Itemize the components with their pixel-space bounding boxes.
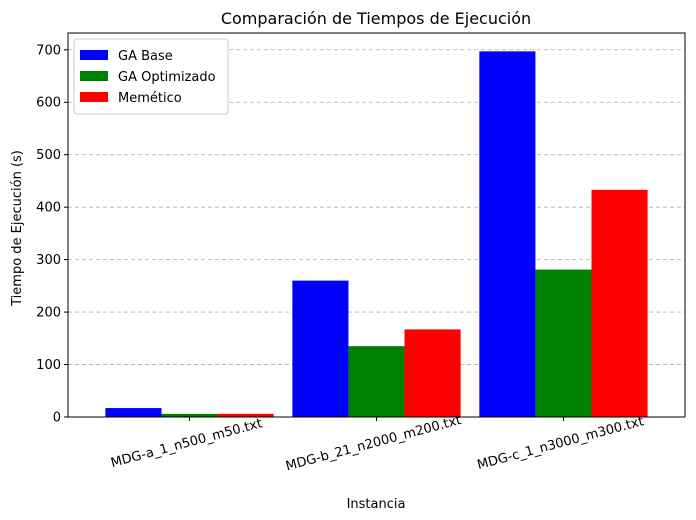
y-tick-label: 700 <box>36 43 61 58</box>
legend-swatch <box>80 50 108 60</box>
y-axis-title: Tiempo de Ejecución (s) <box>10 150 25 307</box>
legend-swatch <box>80 71 108 81</box>
bar-ga-optimizado-2 <box>535 269 592 417</box>
y-tick-label: 500 <box>36 148 61 163</box>
bars-group <box>105 51 648 417</box>
legend-label: Memético <box>118 91 182 106</box>
legend-label: GA Optimizado <box>118 70 216 85</box>
legend-swatch <box>80 92 108 102</box>
bar-mem-tico-1 <box>404 329 461 417</box>
x-tick-label: MDG-a_1_n500_m50.txt <box>109 416 264 471</box>
bar-ga-base-1 <box>292 280 349 417</box>
x-tick-label: MDG-b_21_n2000_m200.txt <box>284 413 463 474</box>
y-tick-label: 100 <box>36 358 61 373</box>
bar-mem-tico-2 <box>591 189 648 417</box>
x-tick-label: MDG-c_1_n3000_m300.txt <box>476 414 646 473</box>
legend: GA Base GA Optimizado Memético <box>73 38 229 115</box>
bar-ga-optimizado-0 <box>161 413 218 417</box>
bar-ga-base-2 <box>479 51 536 417</box>
y-tick-label: 400 <box>36 201 61 216</box>
legend-box <box>73 38 229 115</box>
x-axis-title: Instancia <box>347 497 406 512</box>
y-tick-label: 0 <box>53 411 61 426</box>
x-axis: MDG-a_1_n500_m50.txt MDG-b_21_n2000_m200.… <box>109 413 645 474</box>
bar-mem-tico-0 <box>217 413 274 417</box>
bar-ga-optimizado-1 <box>348 346 405 417</box>
y-tick-label: 300 <box>36 253 61 268</box>
y-axis: 0 100 200 300 400 500 600 700 <box>36 43 68 426</box>
y-tick-label: 200 <box>36 306 61 321</box>
legend-label: GA Base <box>118 49 173 64</box>
y-tick-label: 600 <box>36 96 61 111</box>
bar-ga-base-0 <box>105 408 162 417</box>
chart-title: Comparación de Tiempos de Ejecución <box>221 9 531 28</box>
